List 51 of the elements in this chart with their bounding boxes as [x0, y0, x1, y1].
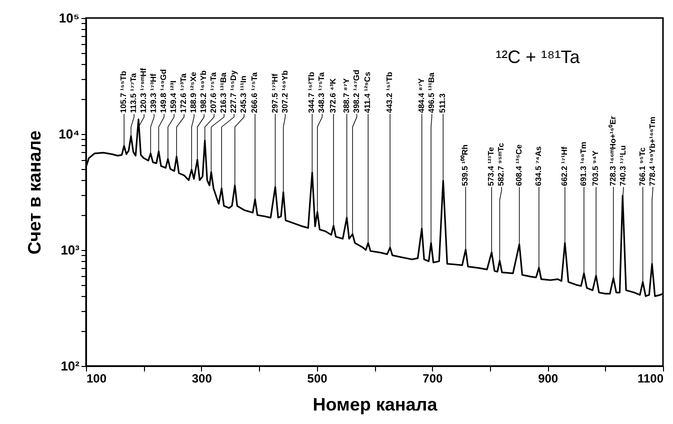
- annotation: 139.3 ¹⁷³Hf: [149, 73, 158, 113]
- annotation: 778.4 ¹⁶⁹Yb+¹⁶⁶Tm: [648, 116, 657, 186]
- annotation: 728.3 ¹⁶⁶ᵐHo+¹⁶⁰Er: [608, 116, 618, 186]
- x-tick-label: 500: [307, 372, 328, 386]
- annotation: 344.7 ¹⁵²Tb: [307, 72, 316, 113]
- annotation: 297.5 ¹⁷³Hf: [270, 73, 280, 113]
- annotation: 703.5 ⁹⁴Y: [591, 150, 600, 186]
- annotation: 496.5 ¹³¹Ba: [426, 72, 436, 113]
- annotation: 216.3 ¹³¹Ba: [219, 72, 228, 113]
- y-tick-label: 10³: [60, 242, 80, 258]
- y-tick-label: 10⁵: [58, 10, 80, 26]
- x-tick-label: 900: [538, 372, 558, 386]
- x-tick-label: 700: [422, 372, 444, 386]
- annotation: 608.4 ¹³⁵Ce: [514, 144, 524, 186]
- annotation: 372.6 ⁴³K: [328, 78, 338, 113]
- annotation: 113.5 ¹⁷⁷Ta: [129, 72, 138, 113]
- x-tick-label: 100: [86, 372, 107, 386]
- annotation: 411.4 ¹²⁹Cs: [363, 71, 372, 113]
- annotation: 398.2 ¹⁴⁷Gd: [352, 70, 361, 113]
- text: ¹²C + ¹⁸¹Ta: [496, 47, 581, 67]
- annotation: 159.4 ¹²³I: [169, 80, 178, 113]
- annotation: 245.3 ¹¹¹In: [239, 76, 248, 113]
- annotation: 207.6 ¹⁷⁵Ta: [209, 72, 218, 113]
- x-axis-title: Номер канала: [312, 394, 438, 414]
- annotation: 348.3 ¹⁷⁵Ta: [317, 72, 326, 113]
- annotation: 120.3 ¹⁷⁹ᵐHf: [139, 68, 148, 113]
- annotation: 227.7 ¹⁵⁵Dy: [229, 70, 238, 113]
- annotation: 198.2 ¹⁶⁹Yb: [199, 70, 208, 113]
- x-tick-label: 1100: [637, 372, 664, 386]
- y-axis-title: Счет в канале: [24, 130, 45, 254]
- x-tick-label: 300: [192, 372, 212, 386]
- y-tick-label: 10⁴: [58, 126, 80, 142]
- annotation: 634.5 ⁷⁴As: [534, 146, 543, 186]
- y-tick-label: 10²: [60, 358, 80, 374]
- annotation: 740.3 ¹⁷¹Lu: [618, 145, 628, 186]
- annotation: 172.6 ¹⁷³Ta: [179, 72, 188, 113]
- annotation: 388.7 ⁸⁷Y: [342, 78, 351, 113]
- annotation: 484.4 ⁸⁷Y: [416, 78, 426, 113]
- annotation: 511.3: [438, 92, 448, 113]
- annotation: 149.8 ¹⁴⁹Gd: [159, 69, 168, 113]
- annotation: 443.2 ¹⁵¹Tb: [385, 72, 394, 113]
- annotation: 582.7 ⁹⁵ᵐTc: [496, 142, 506, 186]
- annotation: 573.4 ¹²¹Te: [486, 146, 496, 186]
- annotation: 266.6 ¹⁷⁵Ta: [250, 72, 260, 113]
- annotation: 662.2 ¹⁷¹Hf: [560, 146, 569, 186]
- annotation: 766.1 ⁹⁵Tc: [638, 146, 647, 186]
- annotation: 691.3 ¹⁶⁶Tm: [578, 142, 588, 186]
- annotation: 105.7 ¹⁵⁵Tb: [119, 70, 128, 113]
- annotation: 307.2 ¹⁶⁹Yb: [280, 70, 290, 113]
- annotation: 188.9 ¹²⁵Xe: [189, 71, 198, 113]
- annotation: 539.5 ¹⁰⁰Rh: [460, 144, 470, 186]
